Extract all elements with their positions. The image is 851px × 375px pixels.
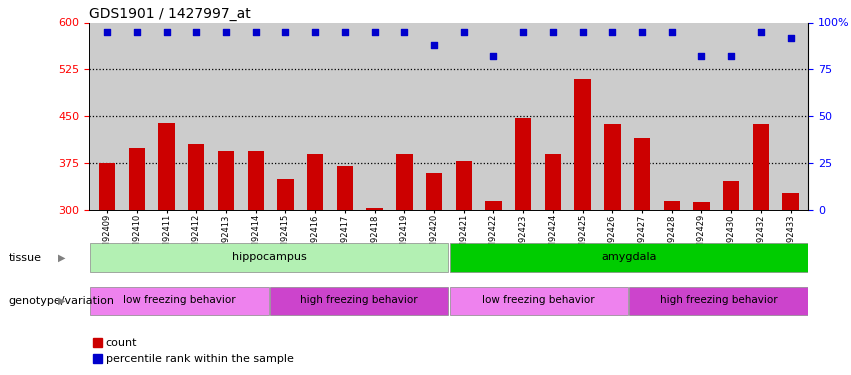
- Bar: [485, 201, 501, 210]
- Point: [517, 29, 530, 35]
- Point: [606, 29, 620, 35]
- Bar: [129, 147, 145, 210]
- Text: amygdala: amygdala: [601, 252, 656, 262]
- Point: [190, 29, 203, 35]
- Text: low freezing behavior: low freezing behavior: [123, 295, 236, 305]
- Bar: [574, 79, 591, 210]
- Point: [427, 42, 441, 48]
- Point: [724, 53, 738, 59]
- Text: ▶: ▶: [58, 296, 66, 306]
- Text: percentile rank within the sample: percentile rank within the sample: [106, 354, 294, 364]
- Bar: [604, 124, 620, 210]
- FancyBboxPatch shape: [449, 243, 808, 272]
- Point: [220, 29, 233, 35]
- Point: [546, 29, 560, 35]
- Text: tissue: tissue: [9, 253, 42, 263]
- Point: [100, 29, 114, 35]
- FancyBboxPatch shape: [90, 286, 269, 315]
- Bar: [515, 117, 531, 210]
- Point: [308, 29, 322, 35]
- Text: low freezing behavior: low freezing behavior: [483, 295, 595, 305]
- FancyBboxPatch shape: [270, 286, 448, 315]
- Bar: [753, 124, 769, 210]
- Bar: [664, 201, 680, 210]
- Bar: [158, 123, 174, 210]
- Bar: [93, 354, 102, 363]
- FancyBboxPatch shape: [90, 243, 448, 272]
- Point: [754, 29, 768, 35]
- Bar: [455, 161, 472, 210]
- Text: GDS1901 / 1427997_at: GDS1901 / 1427997_at: [89, 8, 251, 21]
- Point: [576, 29, 590, 35]
- Bar: [93, 338, 102, 347]
- Text: genotype/variation: genotype/variation: [9, 296, 115, 306]
- Point: [635, 29, 648, 35]
- Point: [784, 34, 797, 40]
- Text: high freezing behavior: high freezing behavior: [300, 295, 418, 305]
- Bar: [277, 179, 294, 210]
- Point: [694, 53, 708, 59]
- Bar: [723, 181, 740, 210]
- Bar: [218, 151, 234, 210]
- Bar: [426, 172, 443, 210]
- FancyBboxPatch shape: [449, 286, 628, 315]
- Bar: [307, 154, 323, 210]
- Bar: [367, 208, 383, 210]
- Point: [130, 29, 144, 35]
- Point: [338, 29, 351, 35]
- Bar: [337, 166, 353, 210]
- Text: count: count: [106, 338, 137, 348]
- Bar: [188, 144, 204, 210]
- Text: high freezing behavior: high freezing behavior: [660, 295, 777, 305]
- Text: ▶: ▶: [58, 253, 66, 263]
- Bar: [634, 138, 650, 210]
- Bar: [545, 154, 561, 210]
- Point: [249, 29, 263, 35]
- Point: [487, 53, 500, 59]
- Point: [457, 29, 471, 35]
- Point: [397, 29, 411, 35]
- FancyBboxPatch shape: [629, 286, 808, 315]
- Text: hippocampus: hippocampus: [231, 252, 306, 262]
- Bar: [99, 163, 116, 210]
- Bar: [397, 154, 413, 210]
- Point: [368, 29, 381, 35]
- Point: [160, 29, 174, 35]
- Point: [665, 29, 678, 35]
- Bar: [782, 193, 799, 210]
- Bar: [248, 151, 264, 210]
- Bar: [694, 202, 710, 210]
- Point: [278, 29, 292, 35]
